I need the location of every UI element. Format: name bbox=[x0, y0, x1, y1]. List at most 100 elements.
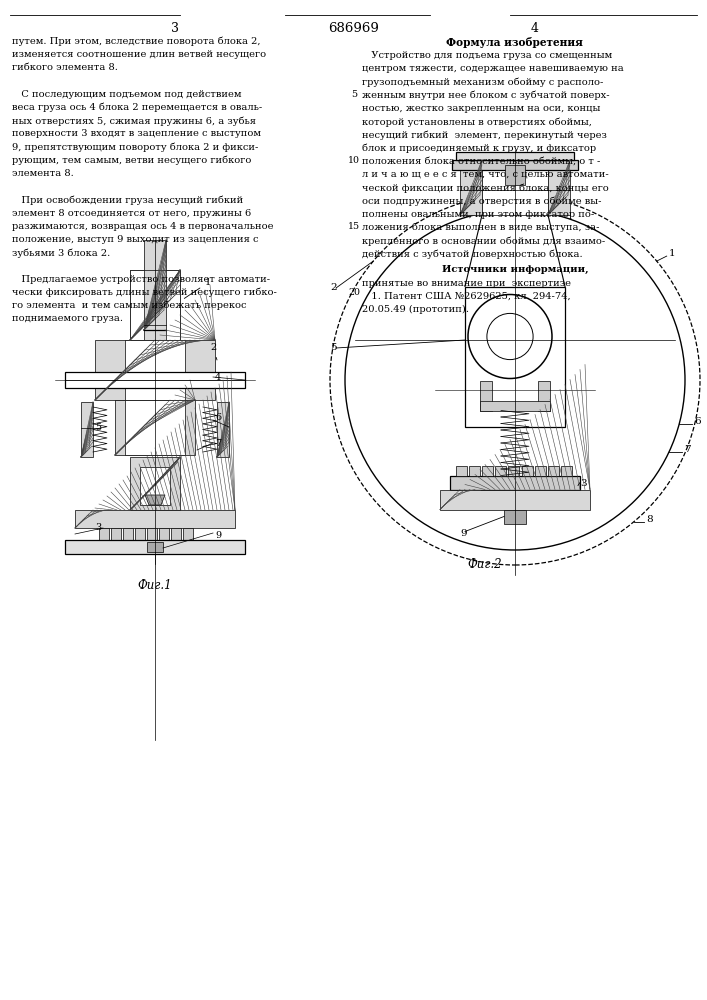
Text: центром тяжести, содержащее навешиваемую на: центром тяжести, содержащее навешиваемую… bbox=[362, 64, 624, 73]
Text: которой установлены в отверстиях обоймы,: которой установлены в отверстиях обоймы, bbox=[362, 117, 592, 127]
Text: Источники информации,: Источники информации, bbox=[442, 265, 589, 274]
Text: 3: 3 bbox=[171, 22, 179, 35]
Bar bbox=[480, 400, 550, 410]
Text: поверхности 3 входят в зацепление с выступом: поверхности 3 входят в зацепление с выст… bbox=[12, 129, 261, 138]
Bar bbox=[166, 270, 180, 340]
Bar bbox=[508, 466, 520, 476]
Bar bbox=[452, 160, 578, 170]
Text: 7: 7 bbox=[215, 438, 221, 448]
Text: 1. Патент США №2629625, кл. 294-74,: 1. Патент США №2629625, кл. 294-74, bbox=[362, 292, 571, 301]
Text: Формула изобретения: Формула изобретения bbox=[445, 37, 583, 48]
Text: Устройство для подъема груза со смещенным: Устройство для подъема груза со смещенны… bbox=[362, 51, 612, 60]
Bar bbox=[130, 457, 180, 510]
Text: полнены овальными, при этом фиксатор по-: полнены овальными, при этом фиксатор по- bbox=[362, 210, 595, 219]
Text: л и ч а ю щ е е с я  тем, что, с целью автомати-: л и ч а ю щ е е с я тем, что, с целью ав… bbox=[362, 170, 609, 179]
Text: 6: 6 bbox=[215, 414, 221, 422]
Text: положения блока относительно обоймы, о т -: положения блока относительно обоймы, о т… bbox=[362, 157, 600, 166]
Text: грузоподъемный механизм обойму с располо-: грузоподъемный механизм обойму с располо… bbox=[362, 78, 603, 87]
Bar bbox=[548, 466, 559, 476]
Text: 5: 5 bbox=[330, 343, 337, 352]
Bar bbox=[75, 510, 235, 528]
Bar bbox=[125, 340, 185, 400]
Text: элемент 8 отсоединяется от него, пружины 6: элемент 8 отсоединяется от него, пружины… bbox=[12, 209, 251, 218]
Text: 15: 15 bbox=[348, 222, 360, 231]
Bar bbox=[147, 542, 163, 552]
Bar bbox=[450, 476, 580, 489]
Bar bbox=[183, 528, 193, 540]
Bar bbox=[115, 400, 195, 455]
Text: зубьями 3 блока 2.: зубьями 3 блока 2. bbox=[12, 248, 110, 258]
Bar bbox=[130, 270, 144, 340]
Text: 686969: 686969 bbox=[329, 22, 380, 35]
Text: оси подпружинены, а отверстия в обойме вы-: оси подпружинены, а отверстия в обойме в… bbox=[362, 196, 602, 206]
Text: несущий гибкий  элемент, перекинутый через: несущий гибкий элемент, перекинутый чере… bbox=[362, 130, 607, 140]
Text: 7: 7 bbox=[684, 445, 691, 454]
Text: 9: 9 bbox=[460, 528, 467, 538]
Text: При освобождении груза несущий гибкий: При освобождении груза несущий гибкий bbox=[12, 195, 243, 205]
Text: женным внутри нее блоком с зубчатой поверх-: женным внутри нее блоком с зубчатой пове… bbox=[362, 91, 609, 100]
Text: действия с зубчатой поверхностью блока.: действия с зубчатой поверхностью блока. bbox=[362, 249, 583, 259]
Text: принятые во внимание при  экспертизе: принятые во внимание при экспертизе bbox=[362, 279, 571, 288]
Text: 20.05.49 (прототип).: 20.05.49 (прототип). bbox=[362, 305, 469, 314]
Text: Фиг.1: Фиг.1 bbox=[138, 579, 173, 592]
Text: 5: 5 bbox=[351, 90, 357, 99]
Bar bbox=[144, 240, 166, 330]
Text: ных отверстиях 5, сжимая пружины 6, а зубья: ных отверстиях 5, сжимая пружины 6, а зу… bbox=[12, 116, 256, 126]
Text: 6: 6 bbox=[694, 417, 701, 426]
Text: Предлагаемое устройство позволяет автомати-: Предлагаемое устройство позволяет автома… bbox=[12, 275, 270, 284]
Text: 2: 2 bbox=[210, 343, 217, 360]
Text: 10: 10 bbox=[348, 156, 360, 165]
Text: 5: 5 bbox=[95, 424, 101, 432]
Bar bbox=[505, 165, 525, 185]
Text: гибкого элемента 8.: гибкого элемента 8. bbox=[12, 63, 118, 72]
Bar bbox=[456, 466, 467, 476]
Bar bbox=[125, 400, 185, 455]
Text: 4: 4 bbox=[531, 22, 539, 35]
Bar bbox=[482, 466, 493, 476]
Text: элемента 8.: элемента 8. bbox=[12, 169, 74, 178]
Text: 3: 3 bbox=[580, 479, 587, 488]
Text: блок и присоединяемый к грузу, и фиксатор: блок и присоединяемый к грузу, и фиксато… bbox=[362, 144, 596, 153]
Bar bbox=[534, 466, 546, 476]
Text: 8: 8 bbox=[646, 515, 653, 524]
Polygon shape bbox=[145, 495, 165, 505]
Bar bbox=[460, 160, 482, 215]
Bar bbox=[456, 152, 574, 160]
Text: ложения блока выполнен в виде выступа, за-: ложения блока выполнен в виде выступа, з… bbox=[362, 223, 600, 232]
Bar bbox=[99, 528, 109, 540]
Text: 3: 3 bbox=[95, 524, 101, 532]
Text: го элемента  и тем самым избежать перекос: го элемента и тем самым избежать перекос bbox=[12, 301, 247, 310]
Bar bbox=[496, 466, 506, 476]
Bar bbox=[504, 510, 526, 524]
Text: ческой фиксации положения блока, концы его: ческой фиксации положения блока, концы е… bbox=[362, 183, 609, 193]
Bar bbox=[440, 489, 590, 510]
Text: 4: 4 bbox=[215, 372, 221, 381]
Bar bbox=[561, 466, 572, 476]
Text: разжимаются, возвращая ось 4 в первоначальное: разжимаются, возвращая ось 4 в первонача… bbox=[12, 222, 274, 231]
Bar bbox=[465, 286, 565, 426]
Text: изменяется соотношение длин ветвей несущего: изменяется соотношение длин ветвей несущ… bbox=[12, 50, 266, 59]
Text: поднимаемого груза.: поднимаемого груза. bbox=[12, 314, 123, 323]
Bar bbox=[159, 528, 169, 540]
Text: 1: 1 bbox=[669, 249, 675, 258]
Text: рующим, тем самым, ветви несущего гибкого: рующим, тем самым, ветви несущего гибког… bbox=[12, 156, 252, 165]
Text: 9: 9 bbox=[215, 530, 221, 540]
Bar bbox=[81, 402, 93, 457]
Bar bbox=[123, 528, 133, 540]
Bar bbox=[171, 528, 181, 540]
Bar bbox=[65, 540, 245, 554]
Text: Фиг.2: Фиг.2 bbox=[468, 558, 502, 572]
Bar bbox=[217, 402, 229, 457]
Text: положение, выступ 9 выходит из зацепления с: положение, выступ 9 выходит из зацеплени… bbox=[12, 235, 259, 244]
Text: 2: 2 bbox=[330, 283, 337, 292]
Bar bbox=[548, 160, 570, 215]
Bar bbox=[469, 466, 480, 476]
Bar bbox=[111, 528, 121, 540]
Text: чески фиксировать длины ветвей несущего гибко-: чески фиксировать длины ветвей несущего … bbox=[12, 288, 277, 297]
Bar bbox=[480, 380, 492, 410]
Bar bbox=[482, 160, 548, 215]
Bar bbox=[538, 380, 550, 410]
Text: ностью, жестко закрепленным на оси, концы: ностью, жестко закрепленным на оси, конц… bbox=[362, 104, 600, 113]
Text: 9, препятствующим повороту блока 2 и фикси-: 9, препятствующим повороту блока 2 и фик… bbox=[12, 143, 258, 152]
Bar bbox=[65, 372, 245, 388]
